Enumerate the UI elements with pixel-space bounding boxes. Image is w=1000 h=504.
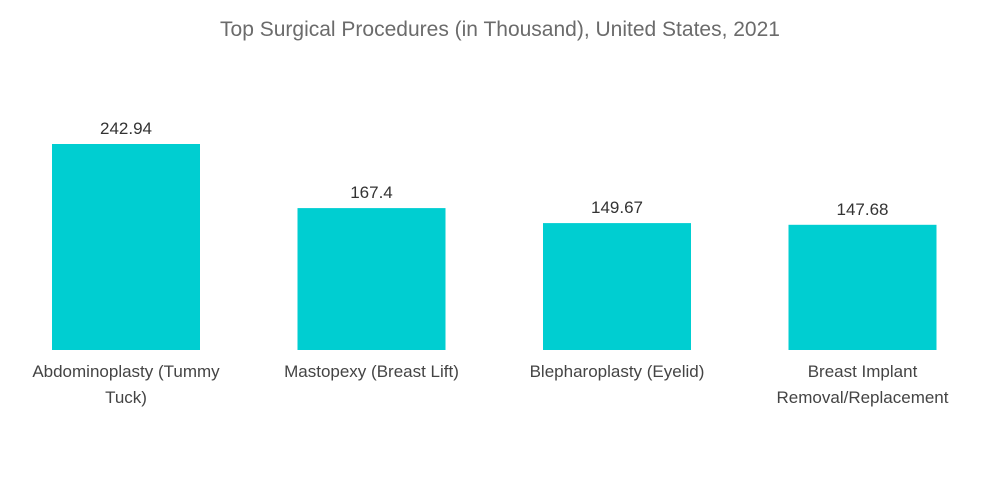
- bar-1: [297, 208, 446, 350]
- category-label-2: Blepharoplasty (Eyelid): [530, 362, 705, 381]
- chart-title: Top Surgical Procedures (in Thousand), U…: [220, 18, 780, 41]
- data-label-3: 147.68: [837, 200, 889, 219]
- category-label-0-line-1: Tuck): [105, 388, 147, 407]
- category-label-3-line-1: Removal/Replacement: [777, 388, 949, 407]
- category-label-3-line-0: Breast Implant: [808, 362, 918, 381]
- data-label-1: 167.4: [350, 183, 393, 202]
- bar-3: [788, 224, 937, 350]
- bar-2: [543, 223, 691, 350]
- bar-0: [52, 144, 200, 350]
- data-label-2: 149.67: [591, 198, 643, 217]
- category-label-0-line-0: Abdominoplasty (Tummy: [32, 362, 220, 381]
- data-label-0: 242.94: [100, 119, 152, 138]
- category-label-1: Mastopexy (Breast Lift): [284, 362, 459, 381]
